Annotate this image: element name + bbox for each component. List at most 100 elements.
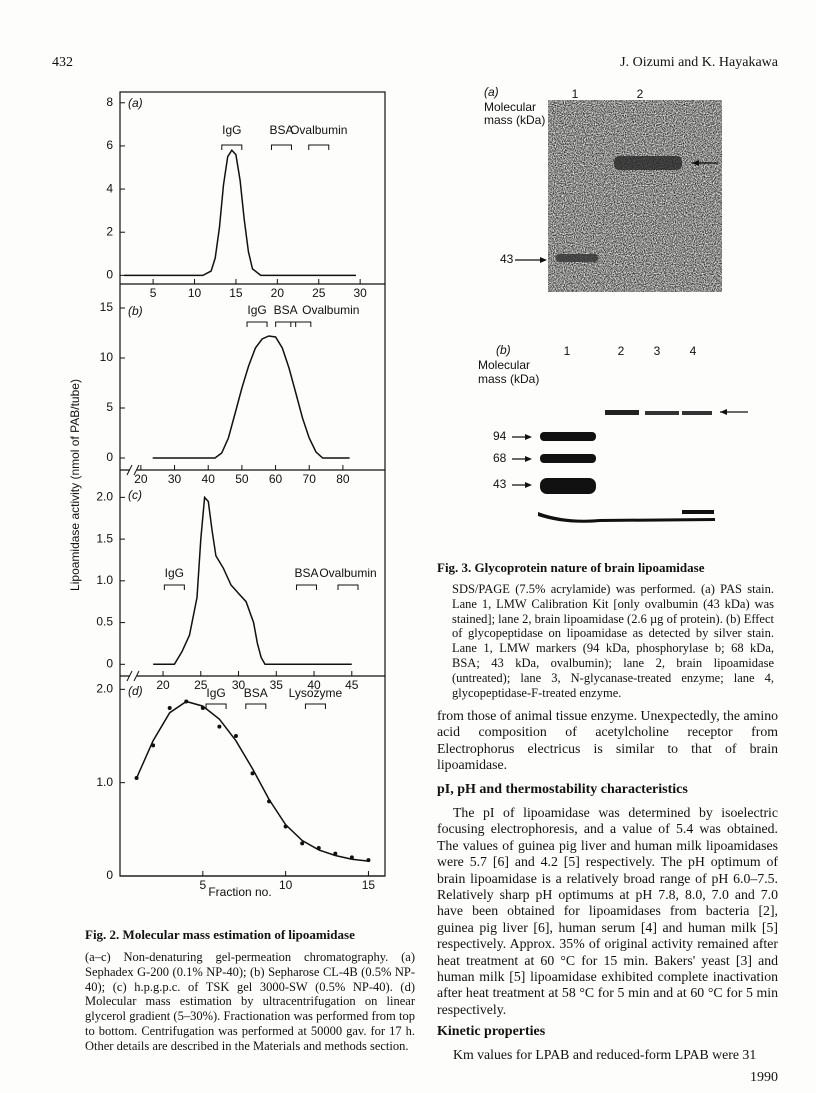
- gel-band: [682, 411, 712, 415]
- data-point: [184, 699, 189, 704]
- panel-label: (a): [128, 96, 143, 110]
- axis-break: [126, 670, 140, 682]
- elution-marker: [163, 584, 185, 590]
- marker-label: IgG: [222, 123, 241, 137]
- lane-label: 1: [572, 87, 579, 101]
- panel-label: (b): [128, 304, 143, 318]
- figure2-caption-title: Fig. 2. Molecular mass estimation of lip…: [85, 927, 355, 942]
- lane-label: 3: [654, 344, 661, 358]
- y-tick-label: 2.0: [96, 490, 113, 504]
- x-tick-label: 15: [229, 286, 243, 300]
- size-marker-label: 68: [493, 451, 507, 465]
- data-point: [233, 734, 238, 738]
- x-tick-label: 25: [312, 286, 326, 300]
- data-point: [267, 799, 272, 804]
- panel-label: (c): [128, 488, 142, 502]
- running-head: J. Oizumi and K. Hayakawa: [620, 55, 778, 70]
- lane-label: 2: [637, 87, 644, 101]
- paragraph: from those of animal tissue enzyme. Unex…: [437, 708, 778, 773]
- y-tick-label: 1.5: [96, 531, 113, 545]
- y-tick-label: 8: [106, 95, 113, 109]
- data-point: [349, 855, 354, 860]
- elution-marker: [304, 703, 326, 709]
- gel-axis-label: mass (kDa): [484, 113, 545, 127]
- gel-axis-label: mass (kDa): [478, 372, 539, 386]
- y-tick-label: 5: [106, 400, 113, 414]
- arrow-head: [525, 482, 532, 488]
- elution-curve: [135, 700, 369, 862]
- marker-label: Ovalbumin: [319, 566, 376, 580]
- marker-label: BSA: [274, 303, 298, 317]
- arrow-head: [525, 456, 532, 462]
- x-axis-label: Fraction no.: [208, 885, 271, 899]
- x-tick-label: 10: [188, 286, 202, 300]
- marker-label: IgG: [247, 303, 266, 317]
- elution-marker: [308, 144, 330, 150]
- y-tick-label: 10: [100, 350, 114, 364]
- page-number: 432: [52, 55, 73, 70]
- x-tick-label: 5: [199, 878, 206, 892]
- data-point: [134, 776, 139, 780]
- elution-marker: [337, 584, 359, 590]
- y-tick-label: 2: [106, 224, 113, 238]
- y-tick-label: 6: [106, 138, 113, 152]
- elution-marker: [290, 321, 312, 327]
- figure3-caption: SDS/PAGE (7.5% acrylamide) was performed…: [452, 582, 774, 700]
- y-tick-label: 0: [106, 656, 113, 670]
- x-tick-label: 50: [235, 472, 249, 486]
- x-tick-label: 20: [156, 678, 170, 692]
- x-tick-label: 40: [202, 472, 216, 486]
- data-point: [167, 706, 172, 710]
- data-point: [217, 724, 222, 729]
- data-point: [283, 824, 288, 829]
- x-tick-label: 10: [279, 878, 293, 892]
- gel-panel-label: (b): [496, 343, 511, 357]
- figure3-caption-title: Fig. 3. Glycoprotein nature of brain lip…: [437, 560, 705, 575]
- marker-label: IgG: [165, 566, 184, 580]
- x-tick-label: 20: [271, 286, 285, 300]
- gel-band: [682, 510, 714, 514]
- paragraph: The pI of lipoamidase was determined by …: [437, 805, 778, 1017]
- elution-marker: [275, 321, 297, 327]
- gel-band: [605, 410, 639, 415]
- size-marker-label: 43: [493, 477, 507, 491]
- data-point: [316, 846, 321, 850]
- gel-band: [538, 512, 715, 523]
- footer-number: 1990: [750, 1070, 778, 1085]
- gel-band: [540, 432, 596, 441]
- y-tick-label: 4: [106, 181, 113, 195]
- data-point: [300, 841, 305, 846]
- elution-curve: [152, 335, 350, 459]
- elution-marker: [205, 703, 227, 709]
- gel-panel-label: (a): [484, 85, 499, 99]
- x-tick-label: 20: [134, 472, 148, 486]
- marker-label: Ovalbumin: [302, 303, 359, 317]
- gel-axis-label: Molecular: [484, 100, 536, 114]
- y-tick-label: 0: [106, 450, 113, 464]
- data-point: [366, 858, 371, 863]
- arrow-head: [540, 257, 547, 263]
- x-tick-label: 25: [194, 678, 208, 692]
- marker-label: BSA: [294, 566, 318, 580]
- arrow-head: [525, 434, 532, 440]
- elution-marker: [245, 703, 267, 709]
- section-heading: Kinetic properties: [437, 1024, 546, 1039]
- section-heading: pI, pH and thermostability characteristi…: [437, 782, 688, 797]
- marker-label: BSA: [244, 686, 268, 700]
- data-point: [250, 771, 255, 776]
- axis-break: [126, 464, 140, 476]
- y-tick-label: 1.0: [96, 775, 113, 789]
- size-marker-label: 94: [493, 429, 507, 443]
- y-tick-label: 15: [100, 300, 114, 314]
- data-point: [151, 743, 156, 748]
- elution-marker: [246, 321, 268, 327]
- gel-band: [540, 478, 596, 494]
- x-tick-label: 80: [336, 472, 350, 486]
- marker-label: BSA: [269, 123, 293, 137]
- x-tick-label: 60: [269, 472, 283, 486]
- y-tick-label: 0: [106, 268, 113, 282]
- figure2-caption: (a–c) Non-denaturing gel-permeation chro…: [85, 950, 415, 1053]
- lane-label: 2: [618, 344, 625, 358]
